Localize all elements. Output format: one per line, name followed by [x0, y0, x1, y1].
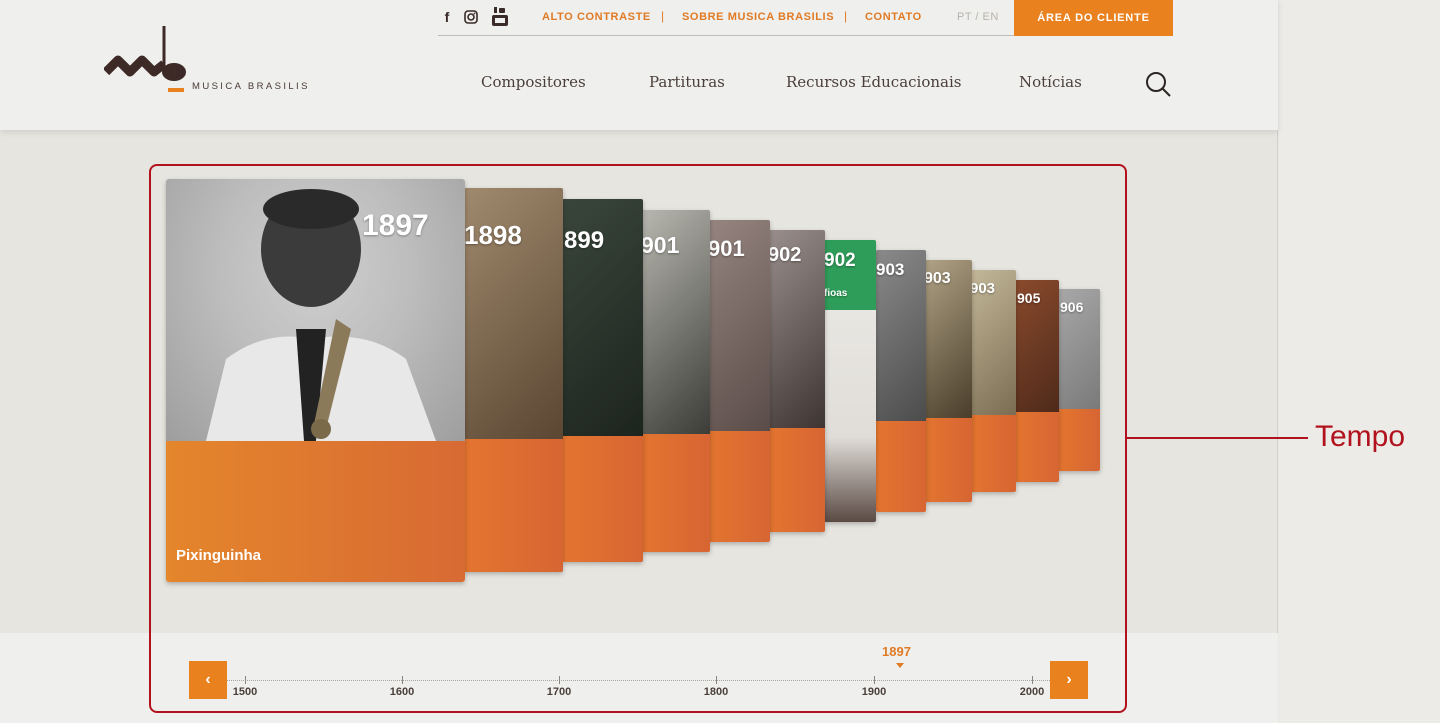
card-year: 899 — [564, 227, 605, 254]
card-year: 902 — [768, 244, 802, 266]
timeline-card[interactable]: 905 — [1015, 280, 1059, 482]
annotation-frame — [149, 164, 1127, 713]
card-year: 903 — [924, 270, 951, 287]
right-gutter — [1279, 0, 1440, 723]
card-subtitle: fioas — [824, 288, 848, 299]
timeline-card[interactable]: 901 — [641, 210, 710, 552]
youtube-glyph — [492, 7, 508, 26]
separator: | — [661, 9, 665, 23]
timeline-card[interactable]: 902 fioas — [824, 240, 876, 522]
timeline-card[interactable]: 902 — [768, 230, 825, 532]
card-year: 901 — [641, 232, 680, 258]
card-year: 903 — [876, 260, 905, 279]
card-year: 905 — [1017, 290, 1041, 306]
card-photo — [768, 230, 825, 428]
card-year: 903 — [970, 280, 996, 297]
card-photo — [876, 250, 926, 421]
instagram-glyph — [464, 10, 478, 24]
card-year: 906 — [1060, 299, 1084, 315]
card-photo — [562, 199, 643, 436]
timeline-tick-label: 1500 — [232, 686, 258, 698]
timeline-tick — [874, 676, 875, 684]
site-logo[interactable]: MUSICA BRASILIS — [102, 24, 319, 99]
timeline-card[interactable]: 903 — [970, 270, 1016, 492]
card-photo — [1015, 280, 1059, 412]
facebook-glyph: f — [444, 9, 450, 25]
nav-educational-resources[interactable]: Recursos Educacionais — [786, 73, 962, 91]
timeline-tick — [245, 676, 246, 684]
timeline-card-active[interactable]: 1897 Pixinguinha — [166, 179, 465, 582]
card-photo — [824, 240, 876, 310]
timeline-marker-caret-icon — [896, 663, 904, 668]
card-photo — [464, 188, 563, 439]
timeline-card[interactable]: 899 — [562, 199, 643, 562]
instagram-icon[interactable] — [462, 8, 480, 26]
facebook-icon[interactable]: f — [438, 8, 456, 26]
timeline-current-year[interactable]: 1897 — [882, 644, 911, 659]
card-year: 901 — [708, 236, 745, 261]
top-utility-bar: f ALTO CONTRASTE | SOBRE MUSICA BRASILIS… — [438, 0, 1173, 36]
portrait-illustration — [206, 189, 436, 441]
contact-link[interactable]: CONTATO — [865, 11, 922, 23]
card-photo — [641, 210, 710, 434]
card-band — [708, 431, 770, 542]
timeline-tick-label: 1900 — [861, 686, 887, 698]
timeline-card[interactable]: 903 — [924, 260, 972, 502]
card-band — [970, 415, 1016, 492]
nav-composers[interactable]: Compositores — [481, 73, 586, 91]
logo-mark-icon — [102, 26, 186, 92]
card-photo — [924, 260, 972, 418]
logo-text: MUSICA BRASILIS — [192, 81, 310, 92]
card-photo — [708, 220, 770, 431]
timeline-tick — [716, 676, 717, 684]
card-year: 1897 — [362, 209, 429, 242]
timeline-card[interactable]: 903 — [876, 250, 926, 512]
search-icon[interactable] — [1144, 70, 1172, 98]
card-photo-lower — [824, 310, 876, 522]
card-photo — [970, 270, 1016, 415]
language-switch[interactable]: PT / EN — [957, 11, 999, 23]
timeline-card[interactable]: 906 — [1058, 289, 1100, 471]
separator: | — [844, 9, 848, 23]
card-band — [1015, 412, 1059, 482]
timeline-tick-label: 1700 — [546, 686, 572, 698]
nav-news[interactable]: Notícias — [1019, 73, 1082, 91]
card-year: 902 — [824, 250, 856, 271]
timeline-tick-label: 1600 — [389, 686, 415, 698]
card-year: 1898 — [464, 220, 522, 250]
annotation-label: Tempo — [1315, 420, 1406, 453]
card-band — [464, 439, 563, 572]
timeline-tick — [559, 676, 560, 684]
timeline-card[interactable]: 1898 — [464, 188, 563, 572]
youtube-icon[interactable] — [490, 5, 510, 29]
timeline-tick-label: 1800 — [703, 686, 729, 698]
timeline-card[interactable]: 901 — [708, 220, 770, 542]
site-header: f ALTO CONTRASTE | SOBRE MUSICA BRASILIS… — [0, 0, 1278, 130]
client-area-button[interactable]: ÁREA DO CLIENTE — [1014, 0, 1173, 36]
timeline-tick-label: 2000 — [1019, 686, 1045, 698]
timeline-tick — [1032, 676, 1033, 684]
card-photo — [1058, 289, 1100, 409]
timeline-tick — [402, 676, 403, 684]
card-photo — [166, 179, 465, 441]
card-band — [924, 418, 972, 502]
high-contrast-link[interactable]: ALTO CONTRASTE — [542, 11, 651, 23]
card-band — [641, 434, 710, 552]
about-link[interactable]: SOBRE MUSICA BRASILIS — [682, 11, 835, 23]
nav-scores[interactable]: Partituras — [649, 73, 725, 91]
timeline-prev-button[interactable]: ‹ — [189, 661, 227, 699]
timeline-next-button[interactable]: › — [1050, 661, 1088, 699]
card-name: Pixinguinha — [176, 547, 262, 564]
annotation-line — [1127, 437, 1308, 439]
card-band — [562, 436, 643, 562]
card-band — [768, 428, 825, 532]
card-band — [876, 421, 926, 512]
card-band — [1058, 409, 1100, 471]
timeline-ruler[interactable] — [227, 680, 1050, 681]
card-band — [166, 441, 465, 582]
